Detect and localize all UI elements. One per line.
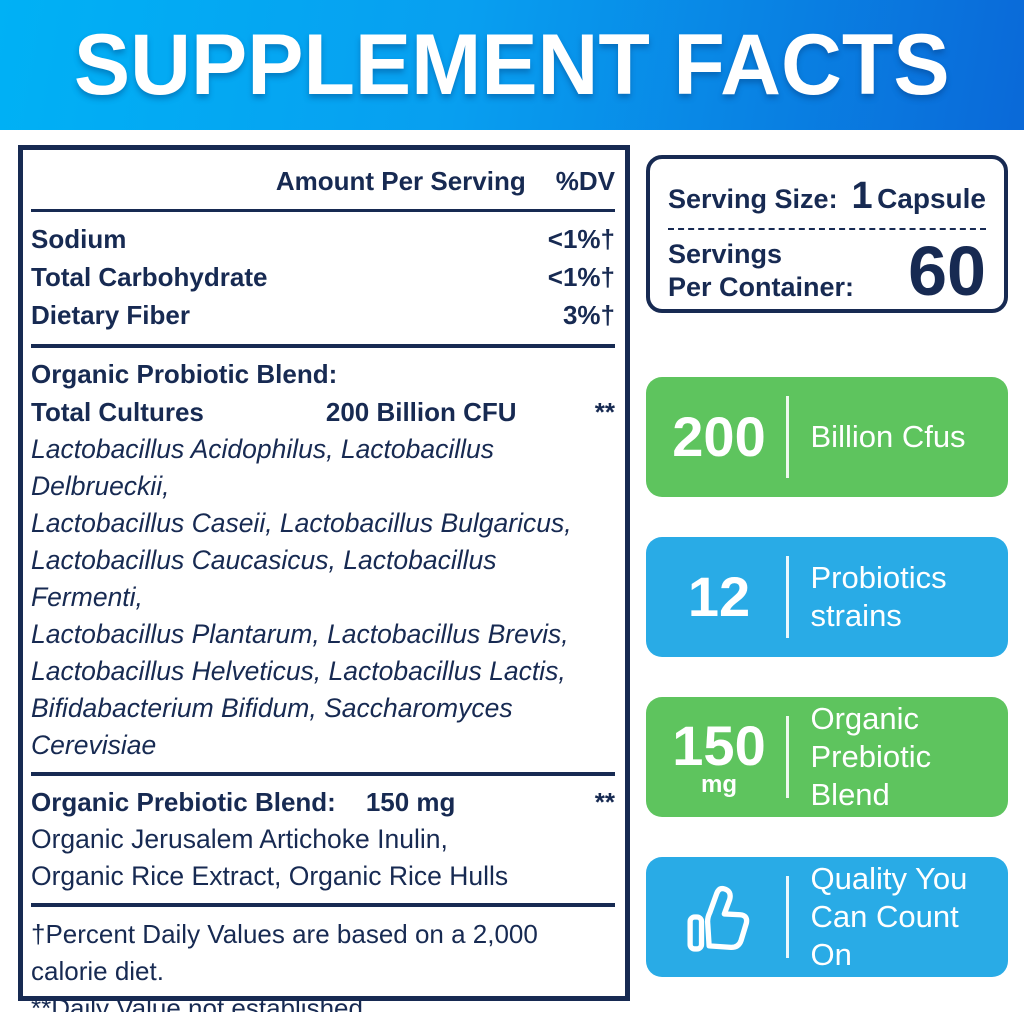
divider	[31, 772, 615, 776]
nutrient-dv: <1%†	[547, 224, 615, 254]
badge-label-line: strains	[810, 598, 902, 633]
banner: SUPPLEMENT FACTS	[0, 0, 1024, 130]
badge-label: Quality You Can Count On	[811, 860, 989, 974]
serving-size-value: 1 Capsule	[851, 175, 986, 218]
badge-label-line: Prebiotic Blend	[810, 739, 932, 812]
badge-divider	[786, 876, 789, 958]
prebiotic-blend-amount: 150 mg	[365, 787, 456, 817]
amount-per-serving-label: Amount Per Serving	[275, 166, 526, 196]
badge-value	[666, 879, 772, 955]
strain-line: Lactobacillus Helveticus, Lactobacillus …	[31, 656, 566, 686]
badge-prebiotic-blend: 150 mg Organic Prebiotic Blend	[646, 697, 1008, 817]
blend-row-name: Total Cultures	[31, 397, 204, 427]
prebiotic-ingredient-line: Organic Jerusalem Artichoke Inulin,	[31, 824, 448, 854]
servings-per-container-value: 60	[908, 232, 986, 310]
table-row: Organic Prebiotic Blend: 150 mg **	[31, 783, 615, 821]
badge-label-line: Organic	[810, 701, 920, 736]
divider	[31, 209, 615, 212]
nutrient-name: Sodium	[31, 224, 127, 254]
table-row: Dietary Fiber 3%†	[31, 296, 615, 334]
divider	[31, 344, 615, 348]
blend-row-amount: 200 Billion CFU	[325, 397, 517, 427]
badge-value: 12	[666, 569, 772, 625]
footnotes: †Percent Daily Values are based on a 2,0…	[31, 907, 615, 1012]
badge-label: Organic Prebiotic Blend	[811, 700, 989, 814]
serving-size-number: 1	[851, 175, 873, 217]
badge-probiotic-strains: 12 Probiotics strains	[646, 537, 1008, 657]
strain-line: Lactobacillus Plantarum, Lactobacillus B…	[31, 619, 569, 649]
nutrient-dv: 3%†	[562, 300, 615, 330]
badge-value: 150 mg	[666, 714, 772, 798]
thumbs-up-icon	[687, 885, 750, 952]
prebiotic-blend-dv: **	[594, 787, 615, 817]
content: Amount Per Serving %DV Sodium <1%† Total…	[0, 130, 1024, 1012]
servings-per-container-label: Servings Per Container:	[668, 238, 854, 304]
badge-label-line: Can Count On	[810, 899, 959, 972]
badge-divider	[786, 716, 789, 798]
dashed-divider	[668, 228, 986, 230]
serving-size-label: Serving Size:	[668, 184, 838, 214]
servings-label-line2: Per Container:	[668, 272, 855, 302]
prebiotic-blend-title: Organic Prebiotic Blend:	[31, 787, 336, 817]
percent-dv-label: %DV	[555, 166, 615, 196]
footnote-line: †Percent Daily Values are based on a 2,0…	[31, 919, 538, 949]
blend-row-dv: **	[594, 397, 615, 427]
badge-quality: Quality You Can Count On	[646, 857, 1008, 977]
strain-line: Lactobacillus Caseii, Lactobacillus Bulg…	[31, 508, 572, 538]
strain-line: Lactobacillus Acidophilus, Lactobacillus…	[31, 434, 495, 501]
footnote-line: calorie diet.	[31, 956, 164, 986]
badge-divider	[786, 396, 789, 478]
nutrient-name: Total Carbohydrate	[31, 262, 268, 292]
badge-value: 200	[666, 409, 772, 465]
footnote-line: **Daily Value not established.	[31, 993, 371, 1012]
right-column: Serving Size: 1 Capsule Servings Per Con…	[646, 145, 1008, 1001]
badge-unit: mg	[701, 771, 737, 798]
serving-size-unit: Capsule	[877, 183, 986, 214]
prebiotic-ingredient-line: Organic Rice Extract, Organic Rice Hulls	[31, 861, 509, 891]
nutrient-name: Dietary Fiber	[31, 300, 190, 330]
badge-label-line: Quality You	[810, 861, 968, 896]
nutrient-rows: Sodium <1%† Total Carbohydrate <1%† Diet…	[31, 212, 615, 344]
badge-divider	[786, 556, 789, 638]
nutrient-dv: <1%†	[547, 262, 615, 292]
badge-number: 12	[687, 565, 751, 628]
divider	[31, 903, 615, 907]
banner-title: SUPPLEMENT FACTS	[74, 16, 950, 113]
servings-label-line1: Servings	[668, 239, 783, 269]
probiotic-blend-section: Organic Probiotic Blend: Total Cultures …	[31, 348, 615, 772]
prebiotic-blend-section: Organic Prebiotic Blend: 150 mg ** Organ…	[31, 776, 615, 903]
badge-label: Probiotics strains	[811, 559, 947, 635]
serving-info-box: Serving Size: 1 Capsule Servings Per Con…	[646, 155, 1008, 313]
table-row: Total Cultures 200 Billion CFU **	[31, 393, 615, 431]
badge-label: Billion Cfus	[811, 418, 966, 456]
strain-line: Bifidabacterium Bifidum, Saccharomyces C…	[31, 693, 513, 760]
badge-number: 200	[672, 405, 766, 468]
serving-size-row: Serving Size: 1 Capsule	[668, 169, 986, 218]
servings-per-container-row: Servings Per Container: 60	[668, 236, 986, 306]
badge-billion-cfus: 200 Billion Cfus	[646, 377, 1008, 497]
probiotic-blend-title: Organic Probiotic Blend:	[31, 359, 338, 389]
facts-header-row: Amount Per Serving %DV	[31, 158, 615, 209]
badge-label-line: Billion Cfus	[810, 419, 966, 454]
table-row: Sodium <1%†	[31, 220, 615, 258]
badge-label-line: Probiotics	[810, 560, 947, 595]
strain-line: Lactobacillus Caucasicus, Lactobacillus …	[31, 545, 497, 612]
supplement-facts-panel: Amount Per Serving %DV Sodium <1%† Total…	[18, 145, 630, 1012]
badge-number: 150	[672, 714, 766, 777]
table-row: Total Carbohydrate <1%†	[31, 258, 615, 296]
